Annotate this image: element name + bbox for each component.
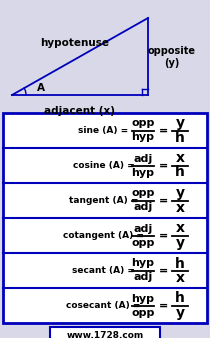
Text: hypotenuse: hypotenuse	[41, 39, 109, 48]
Text: adj: adj	[133, 153, 153, 164]
Text: =: =	[158, 231, 168, 241]
Text: opp: opp	[131, 238, 155, 247]
Text: =: =	[158, 195, 168, 206]
Text: x: x	[176, 200, 185, 215]
Text: h: h	[175, 166, 185, 179]
Text: h: h	[175, 257, 185, 270]
Text: adjacent (x): adjacent (x)	[45, 106, 116, 116]
Text: opp: opp	[131, 119, 155, 128]
Text: =: =	[158, 125, 168, 136]
Text: cosine (A) =: cosine (A) =	[73, 161, 137, 170]
Text: y: y	[176, 306, 185, 319]
Text: h: h	[175, 130, 185, 145]
Text: adj: adj	[133, 202, 153, 213]
Text: y: y	[176, 236, 185, 249]
Text: y: y	[176, 117, 185, 130]
Text: x: x	[176, 151, 185, 166]
Text: opposite
(y): opposite (y)	[148, 46, 196, 68]
Bar	[50, 327, 160, 338]
Text: opp: opp	[131, 308, 155, 317]
Text: A: A	[37, 83, 45, 93]
Text: hyp: hyp	[131, 293, 155, 304]
Text: =: =	[158, 266, 168, 275]
Text: =: =	[158, 300, 168, 311]
Text: hyp: hyp	[131, 259, 155, 268]
Text: opp: opp	[131, 189, 155, 198]
Text: adj: adj	[133, 223, 153, 234]
Text: x: x	[176, 270, 185, 285]
Bar	[3, 113, 207, 323]
Text: sine (A) =: sine (A) =	[78, 126, 132, 135]
Text: y: y	[176, 187, 185, 200]
Text: cosecant (A) =: cosecant (A) =	[66, 301, 144, 310]
Bar	[3, 113, 207, 323]
Text: tangent (A) =: tangent (A) =	[69, 196, 141, 205]
Text: adj: adj	[133, 272, 153, 283]
Text: secant (A) =: secant (A) =	[72, 266, 138, 275]
Text: hyp: hyp	[131, 132, 155, 143]
Text: cotangent (A) =: cotangent (A) =	[63, 231, 147, 240]
Text: =: =	[158, 161, 168, 170]
Text: www.1728.com: www.1728.com	[66, 331, 144, 338]
Text: h: h	[175, 291, 185, 306]
Text: x: x	[176, 221, 185, 236]
Text: hyp: hyp	[131, 168, 155, 177]
